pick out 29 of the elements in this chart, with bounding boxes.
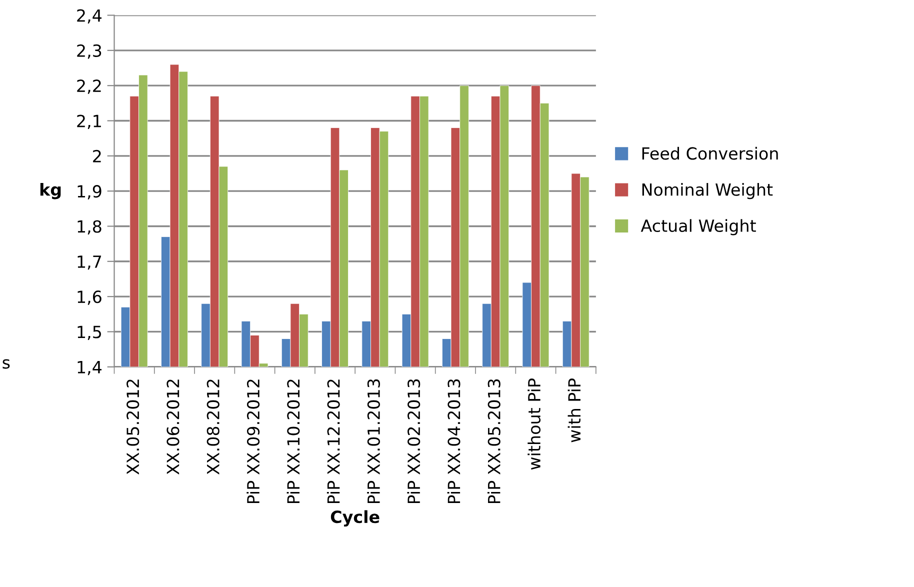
x-tick-label: XX.05.2012 [126, 380, 140, 475]
y-tick-label: 2,3 [77, 44, 102, 59]
y-tick-label: 1,9 [78, 185, 102, 200]
x-tick-label: PiP XX.12.2012 [326, 380, 340, 504]
y-tick-label: 2,2 [77, 80, 101, 94]
x-tick-label: PiP XX.05.2013 [488, 379, 500, 504]
x-axis-title: Cycle [330, 510, 380, 527]
y-tick-label: 2,1 [77, 114, 101, 130]
x-tick-label: XX.06.2012 [166, 380, 180, 475]
x-tick-label: PiP XX.02.2013 [407, 379, 420, 504]
y-tick-label: 2 [93, 150, 101, 162]
x-tick-label: XX.08.2012 [206, 380, 220, 475]
text: s [2, 359, 10, 369]
legend-label: Feed Conversion [642, 146, 778, 160]
y-tick-label: 1,4 [78, 361, 102, 376]
y-tick-label: 1,6 [78, 290, 102, 305]
y-tick-label: 1,8 [78, 220, 102, 234]
x-tick-label: PiP XX.01.2013 [367, 379, 380, 504]
y-tick-label: 1,7 [78, 256, 102, 270]
x-tick-label: without PiP [528, 378, 541, 470]
y-axis-title: kg [40, 182, 61, 200]
legend-label: Nominal Weight [642, 183, 773, 200]
x-tick-label: PiP XX.09.2012 [246, 380, 260, 504]
x-tick-label: PiP XX.04.2013 [447, 379, 460, 504]
y-tick-label: 2,4 [77, 9, 102, 24]
y-tick-label: 1,5 [78, 326, 101, 340]
legend-label: Actual Weight [640, 219, 756, 236]
x-tick-label: PiP XX.10.2012 [286, 380, 300, 504]
x-tick-label: with PiP [568, 378, 580, 442]
